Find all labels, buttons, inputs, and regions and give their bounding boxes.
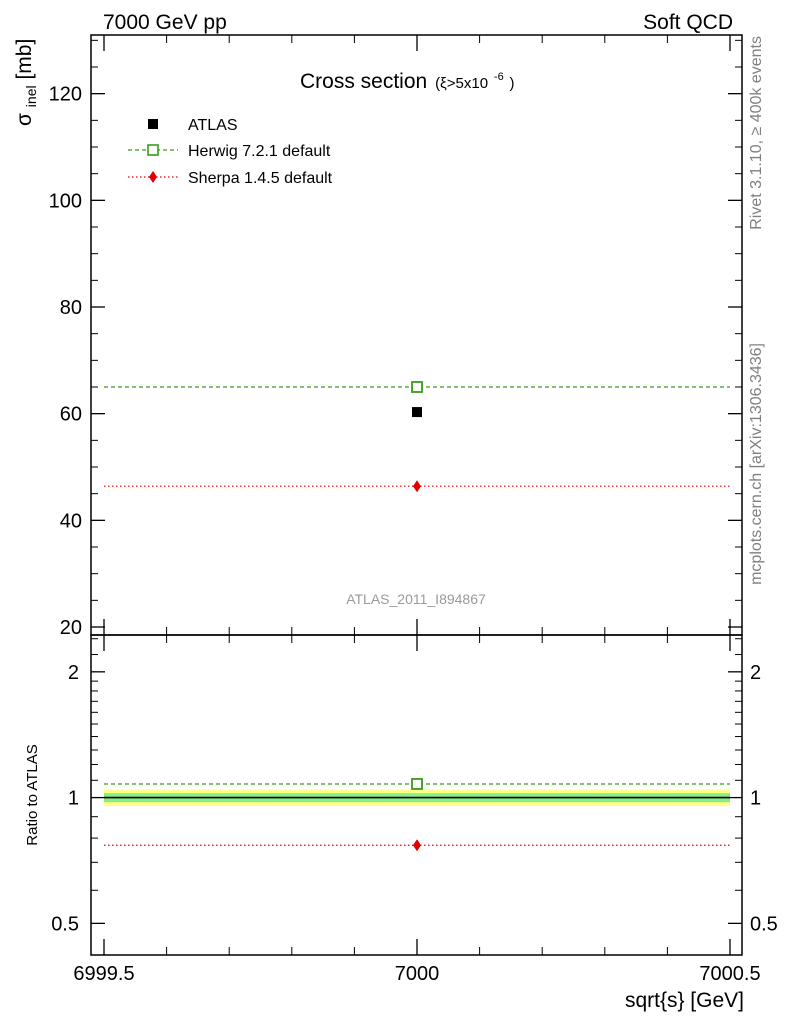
mcplots-label: mcplots.cern.ch [arXiv:1306.3436] (748, 343, 765, 585)
plot-title: Cross section (ξ>5x10 -6 ) (300, 62, 515, 93)
legend-atlas-label: ATLAS (188, 117, 238, 134)
ratio-panel: 0.5 0.5 1 1 2 2 Ratio to ATLAS 6999.5 7000 7000… (24, 35, 778, 1012)
x-axis-label: sqrt{s} [GeV] (625, 989, 744, 1012)
ratio-y-tick-label-left: 2 (68, 662, 79, 684)
x-tick-label: 6999.5 (73, 963, 134, 985)
main-y-tick-label: 100 (49, 190, 82, 212)
main-point-atlas (412, 407, 422, 418)
y-label-unit: [mb] (13, 39, 36, 80)
header-left: 7000 GeV pp (103, 11, 227, 34)
main-panel: 20 40 60 80 100 120 Cross section (ξ>5x10 -6 … (13, 34, 743, 639)
ratio-point-herwig (411, 778, 423, 790)
plot-title-sub: (ξ>5x10 (435, 75, 488, 92)
legend-atlas-marker (148, 119, 158, 129)
main-y-tick-label: 60 (60, 404, 82, 426)
plot-title-sup: -6 (494, 71, 504, 83)
main-series-markers (411, 381, 423, 493)
main-y-tick-label: 20 (60, 617, 82, 639)
header-right: Soft QCD (643, 11, 733, 34)
main-series-lines (104, 386, 730, 487)
plot-title-main: Cross section (300, 70, 427, 93)
legend-sherpa-marker (149, 171, 157, 183)
ratio-y-tick-label-right: 1 (750, 788, 761, 810)
analysis-watermark: ATLAS_2011_I894867 (346, 591, 486, 607)
main-y-ticks: 20 40 60 80 100 120 (49, 39, 742, 639)
legend-herwig-label: Herwig 7.2.1 default (188, 143, 331, 160)
ratio-y-tick-label-right: 0.5 (750, 913, 778, 935)
ratio-y-ticks: 0.5 0.5 1 1 2 2 (51, 638, 778, 935)
main-y-tick-label: 120 (49, 84, 82, 106)
rivet-label: Rivet 3.1.10, ≥ 400k events (748, 36, 765, 230)
main-point-sherpa (413, 480, 421, 493)
main-y-tick-label: 80 (60, 297, 82, 319)
plot-title-close: ) (510, 75, 515, 92)
legend-sherpa-label: Sherpa 1.4.5 default (188, 170, 333, 187)
ratio-y-tick-label-right: 2 (750, 662, 761, 684)
ratio-y-tick-label-left: 0.5 (51, 913, 79, 935)
y-label-sub: inel (23, 85, 39, 107)
legend: ATLAS Herwig 7.2.1 default Sherpa 1.4.5 … (128, 117, 333, 187)
x-tick-label: 7000.5 (699, 963, 760, 985)
x-tick-label: 7000 (395, 963, 440, 985)
ratio-y-axis-label: Ratio to ATLAS (24, 744, 41, 845)
ratio-point-sherpa (413, 839, 421, 852)
main-y-axis-label: σ inel [mb] (13, 39, 41, 126)
ratio-series-markers (411, 778, 423, 852)
main-y-tick-label: 40 (60, 510, 82, 532)
main-point-herwig (411, 381, 423, 393)
legend-herwig-marker (147, 144, 159, 156)
y-label-sigma: σ (13, 113, 36, 126)
x-axis-ticks: 6999.5 7000 7000.5 (73, 35, 761, 985)
ratio-y-tick-label-left: 1 (68, 788, 79, 810)
